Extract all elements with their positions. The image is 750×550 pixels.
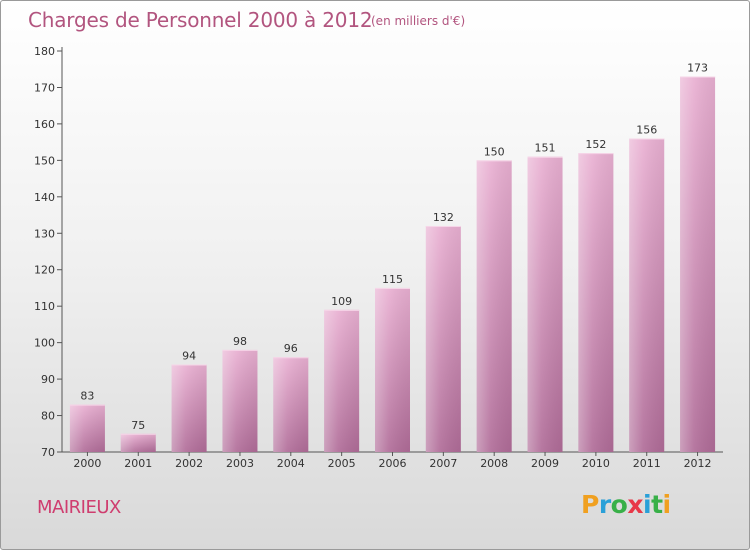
logo-letter: P: [581, 490, 599, 519]
y-tick-label: 160: [34, 118, 55, 131]
bar-highlight: [120, 433, 156, 452]
bar-highlight: [222, 349, 258, 452]
bar-highlight: [476, 160, 512, 452]
chart-subtitle: (en milliers d'€): [371, 14, 466, 28]
bar-highlight: [578, 153, 614, 452]
logo-letter: o: [610, 490, 628, 519]
y-tick-label: 150: [34, 154, 55, 167]
commune-name: MAIRIEUX: [37, 497, 121, 518]
logo-letter: i: [643, 490, 652, 519]
x-tick-label: 2012: [684, 457, 712, 470]
bar-highlight: [375, 287, 410, 452]
x-tick-label: 2009: [531, 457, 559, 470]
y-tick-label: 90: [41, 373, 55, 386]
y-tick-label: 70: [41, 446, 55, 459]
logo-letter: x: [627, 490, 643, 519]
bar-highlight: [629, 138, 665, 452]
data-label: 115: [382, 273, 403, 286]
bar-highlight: [527, 156, 563, 452]
x-tick-label: 2001: [124, 457, 152, 470]
y-tick-label: 170: [34, 81, 55, 94]
data-label: 109: [331, 295, 352, 308]
data-label: 94: [182, 350, 196, 363]
y-tick-label: 140: [34, 191, 55, 204]
logo-letter: r: [598, 490, 611, 519]
data-label: 151: [535, 142, 556, 155]
data-label: 152: [585, 138, 606, 151]
bar-highlight: [171, 364, 207, 452]
bar-highlight: [69, 404, 105, 452]
data-label: 132: [433, 211, 454, 224]
x-tick-label: 2003: [226, 457, 254, 470]
data-label: 83: [80, 390, 94, 403]
x-tick-label: 2011: [633, 457, 661, 470]
x-tick-label: 2008: [480, 457, 508, 470]
x-tick-label: 2007: [429, 457, 457, 470]
y-tick-label: 120: [34, 264, 55, 277]
bar-highlight: [425, 225, 461, 452]
y-tick-label: 110: [34, 300, 55, 313]
x-tick-label: 2000: [73, 457, 101, 470]
x-tick-label: 2006: [379, 457, 407, 470]
data-label: 75: [131, 419, 145, 432]
y-tick-label: 130: [34, 227, 55, 240]
y-tick-label: 100: [34, 337, 55, 350]
logo-letter: i: [662, 490, 672, 519]
data-label: 150: [484, 145, 505, 158]
data-label: 173: [687, 62, 708, 75]
bar-highlight: [324, 309, 360, 452]
x-tick-label: 2010: [582, 457, 610, 470]
logo-letter: t: [651, 490, 663, 519]
proxiti-logo: Proxiti: [581, 490, 671, 519]
x-tick-label: 2002: [175, 457, 203, 470]
data-label: 98: [233, 335, 247, 348]
data-label: 156: [636, 123, 657, 136]
y-tick-label: 80: [41, 410, 55, 423]
data-label: 96: [284, 342, 298, 355]
y-tick-label: 180: [34, 45, 55, 58]
x-tick-label: 2004: [277, 457, 305, 470]
bar-highlight: [680, 76, 716, 452]
chart-title: Charges de Personnel 2000 à 2012: [28, 8, 373, 32]
x-tick-label: 2005: [328, 457, 356, 470]
bar-highlight: [273, 357, 309, 452]
